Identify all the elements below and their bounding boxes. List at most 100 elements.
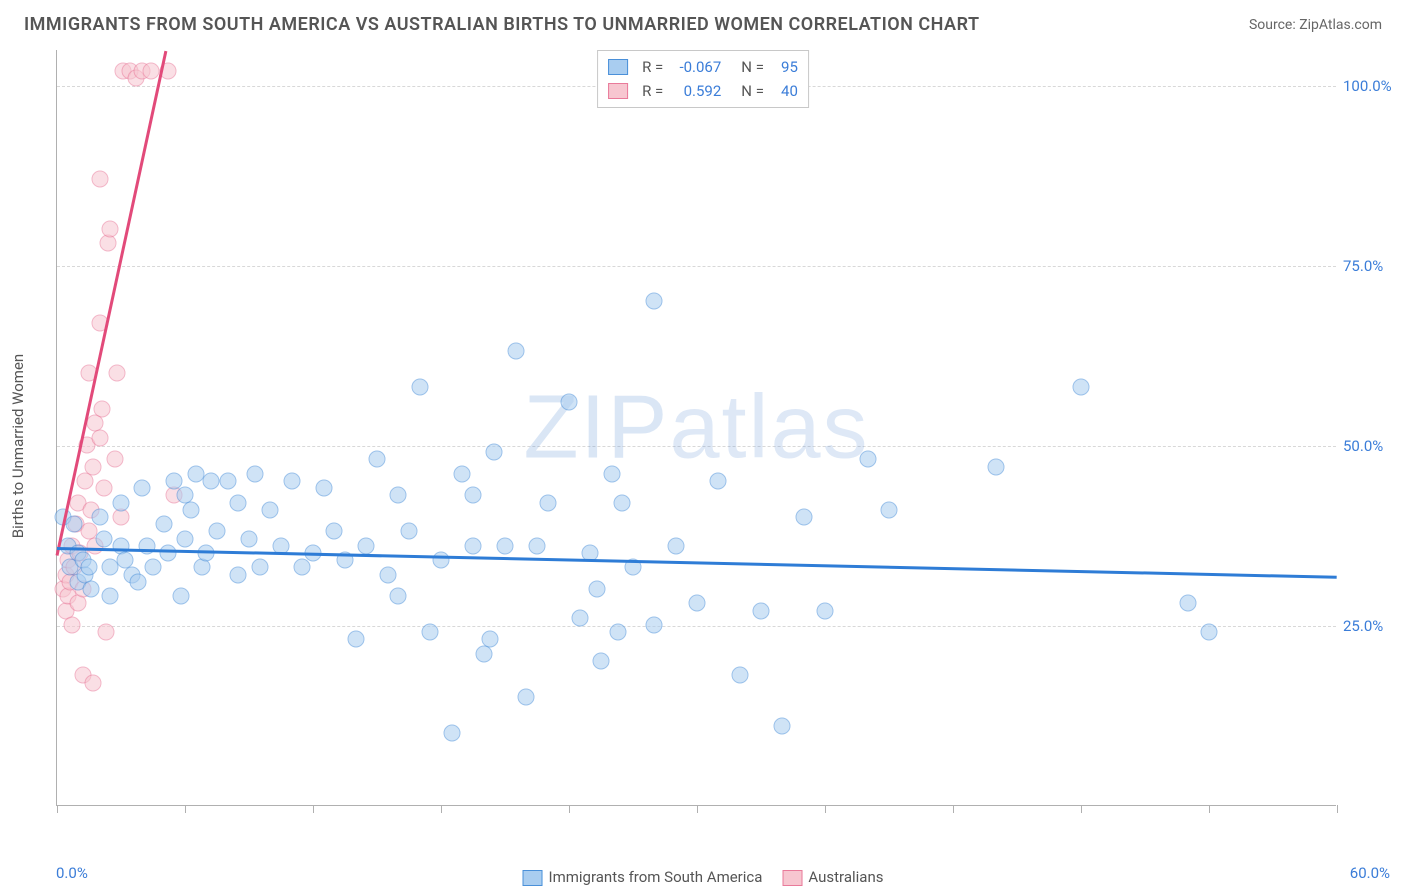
scatter-point	[497, 537, 514, 554]
scatter-point	[422, 624, 439, 641]
stat-legend-row: R = -0.067N = 95	[608, 55, 798, 79]
scatter-point	[390, 588, 407, 605]
watermark: ZIPatlas	[523, 376, 869, 479]
scatter-point	[465, 537, 482, 554]
chart-title: IMMIGRANTS FROM SOUTH AMERICA VS AUSTRAL…	[24, 14, 980, 35]
scatter-point	[369, 451, 386, 468]
scatter-point	[401, 523, 418, 540]
scatter-point	[689, 595, 706, 612]
scatter-point	[85, 674, 102, 691]
legend-label: Australians	[808, 868, 883, 886]
y-tick-label: 75.0%	[1343, 257, 1398, 275]
scatter-point	[610, 624, 627, 641]
scatter-point	[518, 689, 535, 706]
scatter-point	[194, 559, 211, 576]
stat-n-label: N =	[741, 79, 764, 103]
scatter-point	[390, 487, 407, 504]
scatter-point	[230, 566, 247, 583]
legend-swatch	[523, 870, 543, 886]
x-tick-mark	[185, 805, 186, 813]
scatter-point	[753, 602, 770, 619]
scatter-point	[102, 588, 119, 605]
stat-r-label: R =	[642, 55, 663, 79]
legend-item: Australians	[782, 868, 883, 886]
scatter-point	[667, 537, 684, 554]
scatter-point	[98, 624, 115, 641]
scatter-point	[731, 667, 748, 684]
scatter-point	[411, 379, 428, 396]
stat-n-value: 40	[772, 79, 798, 103]
series-legend: Immigrants from South America Australians	[523, 868, 884, 886]
scatter-point	[588, 581, 605, 598]
legend-swatch	[782, 870, 802, 886]
scatter-point	[177, 530, 194, 547]
scatter-point	[159, 545, 176, 562]
scatter-point	[294, 559, 311, 576]
trend-line	[57, 547, 1337, 579]
x-tick-mark	[1081, 805, 1082, 813]
scatter-point	[379, 566, 396, 583]
scatter-point	[507, 343, 524, 360]
scatter-point	[106, 451, 123, 468]
scatter-point	[859, 451, 876, 468]
scatter-point	[881, 501, 898, 518]
y-axis-label: Births to Unmarried Women	[9, 354, 27, 538]
scatter-point	[241, 530, 258, 547]
scatter-point	[593, 653, 610, 670]
x-tick-mark	[697, 805, 698, 813]
legend-swatch	[608, 83, 628, 99]
scatter-point	[326, 523, 343, 540]
scatter-point	[247, 465, 264, 482]
scatter-point	[571, 609, 588, 626]
scatter-point	[102, 221, 119, 238]
scatter-point	[91, 509, 108, 526]
scatter-point	[795, 509, 812, 526]
scatter-point	[774, 717, 791, 734]
scatter-point	[209, 523, 226, 540]
scatter-point	[443, 725, 460, 742]
scatter-point	[142, 62, 159, 79]
stat-n-value: 95	[772, 55, 798, 79]
scatter-point	[202, 473, 219, 490]
x-tick-min: 0.0%	[56, 864, 88, 882]
scatter-point	[646, 617, 663, 634]
scatter-point	[486, 444, 503, 461]
scatter-point	[251, 559, 268, 576]
x-tick-mark	[313, 805, 314, 813]
scatter-point	[347, 631, 364, 648]
scatter-point	[454, 465, 471, 482]
scatter-point	[603, 465, 620, 482]
scatter-point	[710, 473, 727, 490]
scatter-point	[76, 473, 93, 490]
scatter-point	[465, 487, 482, 504]
scatter-point	[1179, 595, 1196, 612]
scatter-point	[1201, 624, 1218, 641]
trend-line	[56, 51, 168, 556]
scatter-point	[108, 365, 125, 382]
x-tick-max: 60.0%	[1350, 864, 1390, 882]
scatter-point	[529, 537, 546, 554]
legend-label: Immigrants from South America	[549, 868, 763, 886]
plot-area: ZIPatlas 25.0%50.0%75.0%100.0%	[56, 50, 1336, 806]
scatter-point	[145, 559, 162, 576]
scatter-point	[100, 235, 117, 252]
x-tick-mark	[1337, 805, 1338, 813]
scatter-point	[987, 458, 1004, 475]
y-tick-label: 25.0%	[1343, 617, 1398, 635]
scatter-point	[315, 480, 332, 497]
scatter-point	[817, 602, 834, 619]
chart-source: Source: ZipAtlas.com	[1249, 17, 1382, 33]
scatter-point	[539, 494, 556, 511]
scatter-point	[66, 516, 83, 533]
scatter-point	[95, 480, 112, 497]
x-tick-mark	[441, 805, 442, 813]
stat-legend-row: R = 0.592N = 40	[608, 79, 798, 103]
scatter-point	[1073, 379, 1090, 396]
scatter-point	[482, 631, 499, 648]
scatter-point	[283, 473, 300, 490]
y-tick-label: 100.0%	[1343, 77, 1398, 95]
scatter-point	[183, 501, 200, 518]
legend-swatch	[608, 59, 628, 75]
scatter-point	[358, 537, 375, 554]
gridline	[57, 266, 1336, 267]
